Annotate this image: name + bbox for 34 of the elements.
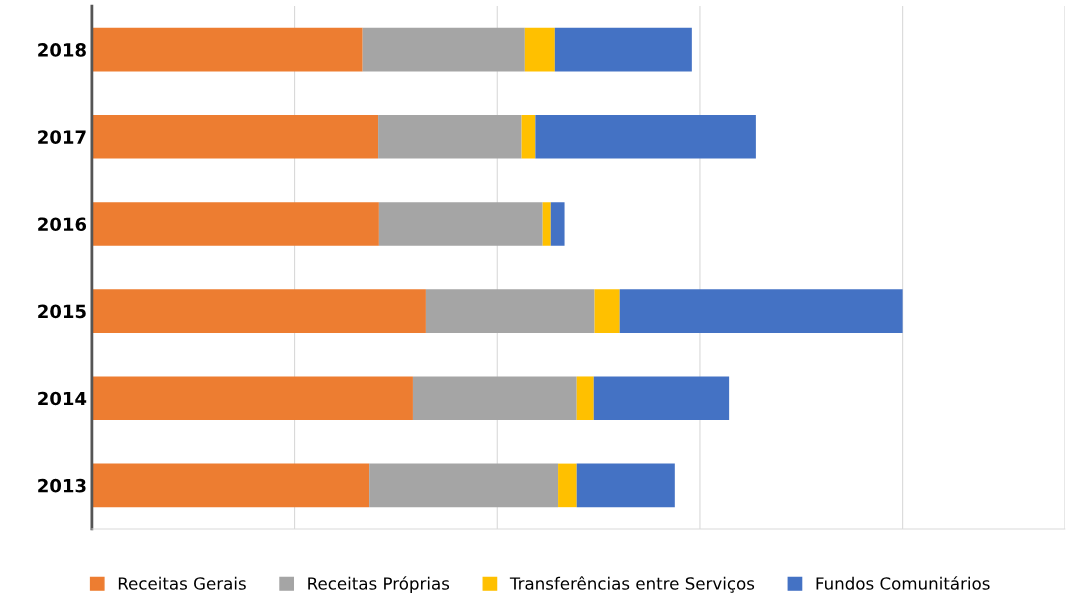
bar <box>550 202 565 246</box>
bar <box>576 463 675 508</box>
bar <box>619 289 903 333</box>
bar <box>91 289 426 333</box>
bar <box>378 202 543 246</box>
y-tick-label: 2014 <box>38 391 87 406</box>
y-tick-label: 2013 <box>38 478 86 493</box>
y-tick-label: 2017 <box>38 130 86 144</box>
y-tick-label: 2018 <box>38 43 86 57</box>
bar <box>91 463 370 508</box>
legend-label: Receitas Gerais <box>118 576 246 590</box>
bar <box>535 115 756 159</box>
bar <box>425 289 595 333</box>
bar <box>91 115 379 159</box>
bar <box>91 202 379 246</box>
bar <box>576 376 594 421</box>
bar <box>593 376 730 421</box>
bar <box>542 202 551 246</box>
legend-label: Receitas Próprias <box>308 576 450 593</box>
bar <box>91 27 363 72</box>
bar <box>521 115 536 159</box>
bar <box>91 376 413 421</box>
bar <box>369 463 559 508</box>
y-tick-label: 2016 <box>38 217 87 232</box>
bar <box>362 27 525 72</box>
bar <box>554 27 692 72</box>
bar <box>558 463 577 508</box>
bar <box>524 27 555 72</box>
bar <box>378 115 522 159</box>
bar <box>594 289 620 333</box>
legend-label: Fundos Comunitários <box>816 576 990 590</box>
legend-label: Transferências entre Serviços <box>509 576 755 593</box>
y-tick-label: 2015 <box>38 304 86 319</box>
bar <box>412 376 577 421</box>
